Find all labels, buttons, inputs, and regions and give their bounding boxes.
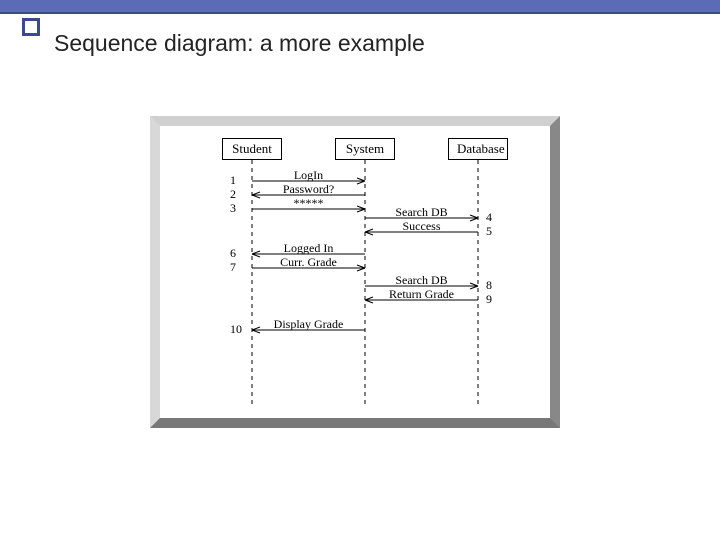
header-bar xyxy=(0,0,720,14)
sequence-number: 2 xyxy=(230,187,236,202)
sequence-number: 5 xyxy=(486,224,492,239)
sequence-diagram xyxy=(160,126,550,418)
message-label: Display Grade xyxy=(264,317,354,332)
actor-student: Student xyxy=(222,138,282,160)
sequence-number: 7 xyxy=(230,260,236,275)
page-title: Sequence diagram: a more example xyxy=(54,30,425,57)
sequence-number: 9 xyxy=(486,292,492,307)
message-label: Logged In xyxy=(264,241,354,256)
message-label: Return Grade xyxy=(377,287,467,302)
sequence-number: 1 xyxy=(230,173,236,188)
sequence-number: 6 xyxy=(230,246,236,261)
diagram-frame: Student System Database LogIn 1 Password? 2 ***… xyxy=(150,116,560,428)
message-label: Search DB xyxy=(377,273,467,288)
message-label: LogIn xyxy=(264,168,354,183)
message-label: Search DB xyxy=(377,205,467,220)
actor-database: Database xyxy=(448,138,508,160)
sequence-number: 8 xyxy=(486,278,492,293)
sequence-number: 4 xyxy=(486,210,492,225)
actor-system: System xyxy=(335,138,395,160)
sequence-number: 3 xyxy=(230,201,236,216)
message-label: Success xyxy=(377,219,467,234)
message-label: ***** xyxy=(264,196,354,211)
message-label: Password? xyxy=(264,182,354,197)
message-label: Curr. Grade xyxy=(264,255,354,270)
title-bullet-icon xyxy=(22,18,40,36)
sequence-number: 10 xyxy=(230,322,242,337)
